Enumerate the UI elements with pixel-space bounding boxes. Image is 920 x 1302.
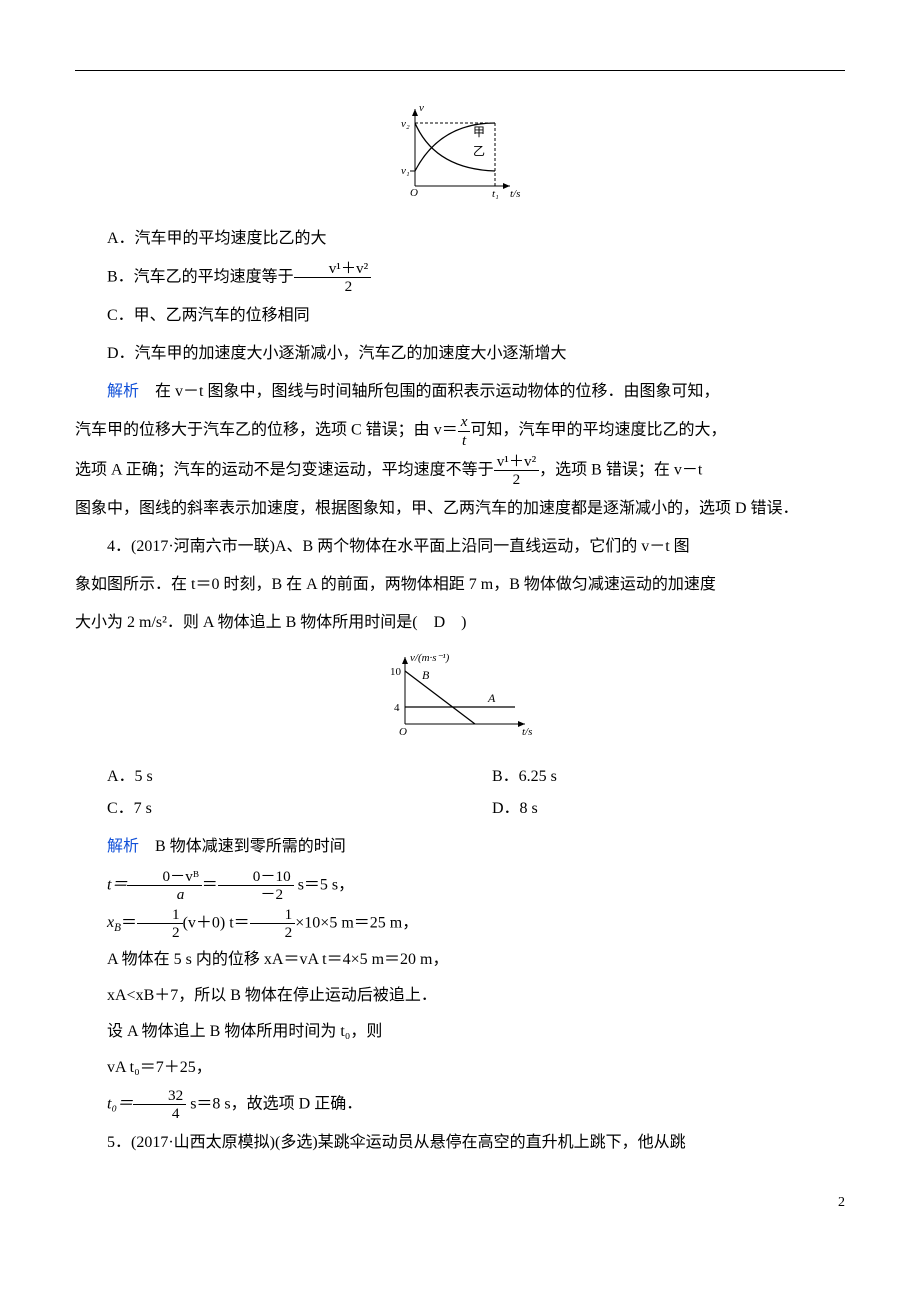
option-c-q3: C．甲、乙两汽车的位移相同 <box>75 300 845 332</box>
figure-2: 10 4 O v/(m·s⁻¹) t/s B A <box>75 649 845 751</box>
eq-t0: t₀＝324 s＝8 s，故选项 D 正确． <box>75 1088 845 1121</box>
vt-graph-2: 10 4 O v/(m·s⁻¹) t/s B A <box>380 649 540 739</box>
svg-text:O: O <box>399 726 407 738</box>
eq-compare: xA<xB＋7，所以 B 物体在停止运动后被追上． <box>75 980 845 1012</box>
analysis-label-2: 解析 <box>107 838 139 855</box>
option-a-q3: A．汽车甲的平均速度比乙的大 <box>75 223 845 255</box>
svg-text:10: 10 <box>390 666 402 678</box>
svg-text:B: B <box>422 668 430 682</box>
svg-text:O: O <box>410 187 418 199</box>
svg-text:t/s: t/s <box>522 726 532 738</box>
analysis-2: 解析 B 物体减速到零所需的时间 <box>75 831 845 863</box>
eq-xb: xB＝12(v＋0) t＝12×10×5 m＝25 m， <box>75 907 845 940</box>
svg-text:乙: 乙 <box>473 144 485 158</box>
option-a-q4: A．5 s <box>75 761 460 793</box>
svg-text:甲: 甲 <box>473 125 485 139</box>
svg-text:v₁: v₁ <box>401 165 410 177</box>
svg-text:4: 4 <box>394 702 400 714</box>
svg-text:v/(m·s⁻¹): v/(m·s⁻¹) <box>410 652 450 664</box>
svg-text:v₂: v₂ <box>401 118 410 130</box>
eq-t: t＝0－vᴮa＝0－10－2 s＝5 s， <box>75 869 845 902</box>
analysis-1-line3: 选项 A 正确；汽车的运动不是匀变速运动，平均速度不等于v¹＋v²2，选项 B … <box>75 454 845 487</box>
svg-text:A: A <box>487 691 496 705</box>
q4-stem-2: 象如图所示．在 t＝0 时刻，B 在 A 的前面，两物体相距 7 m，B 物体做… <box>75 569 845 601</box>
figure-1: O v₂ v₁ v t₁ t/s 甲 乙 <box>75 101 845 213</box>
option-d-q4: D．8 s <box>460 793 845 825</box>
analysis-1-line4: 图象中，图线的斜率表示加速度，根据图象知，甲、乙两汽车的加速度都是逐渐减小的，选… <box>75 493 845 525</box>
eq-setup: 设 A 物体追上 B 物体所用时间为 t₀，则 <box>75 1016 845 1048</box>
svg-text:t/s: t/s <box>510 188 520 200</box>
page-number: 2 <box>75 1189 845 1217</box>
eq-vat0: vA t₀＝7＋25， <box>75 1052 845 1084</box>
options-q4-row1: A．5 s B．6.25 s <box>75 761 845 793</box>
analysis-label: 解析 <box>107 383 139 400</box>
option-d-q3: D．汽车甲的加速度大小逐渐减小，汽车乙的加速度大小逐渐增大 <box>75 338 845 370</box>
top-rule <box>75 70 845 71</box>
eq-xa: A 物体在 5 s 内的位移 xA＝vA t＝4×5 m＝20 m， <box>75 944 845 976</box>
q4-stem-3: 大小为 2 m/s²．则 A 物体追上 B 物体所用时间是( D ) <box>75 607 845 639</box>
analysis-1-line2: 汽车甲的位移大于汽车乙的位移，选项 C 错误；由 v＝xt可知，汽车甲的平均速度… <box>75 414 845 447</box>
q4-stem-1: 4．(2017·河南六市一联)A、B 两个物体在水平面上沿同一直线运动，它们的 … <box>75 531 845 563</box>
option-c-q4: C．7 s <box>75 793 460 825</box>
svg-text:t₁: t₁ <box>492 188 499 200</box>
option-b-q3: B．汽车乙的平均速度等于v¹＋v²2 <box>75 261 845 294</box>
option-b-q4: B．6.25 s <box>460 761 845 793</box>
analysis-1: 解析 在 v－t 图象中，图线与时间轴所包围的面积表示运动物体的位移．由图象可知… <box>75 376 845 408</box>
options-q4-row2: C．7 s D．8 s <box>75 793 845 825</box>
q5-stem: 5．(2017·山西太原模拟)(多选)某跳伞运动员从悬停在高空的直升机上跳下，他… <box>75 1127 845 1159</box>
vt-graph-1: O v₂ v₁ v t₁ t/s 甲 乙 <box>395 101 525 201</box>
svg-text:v: v <box>419 102 424 114</box>
